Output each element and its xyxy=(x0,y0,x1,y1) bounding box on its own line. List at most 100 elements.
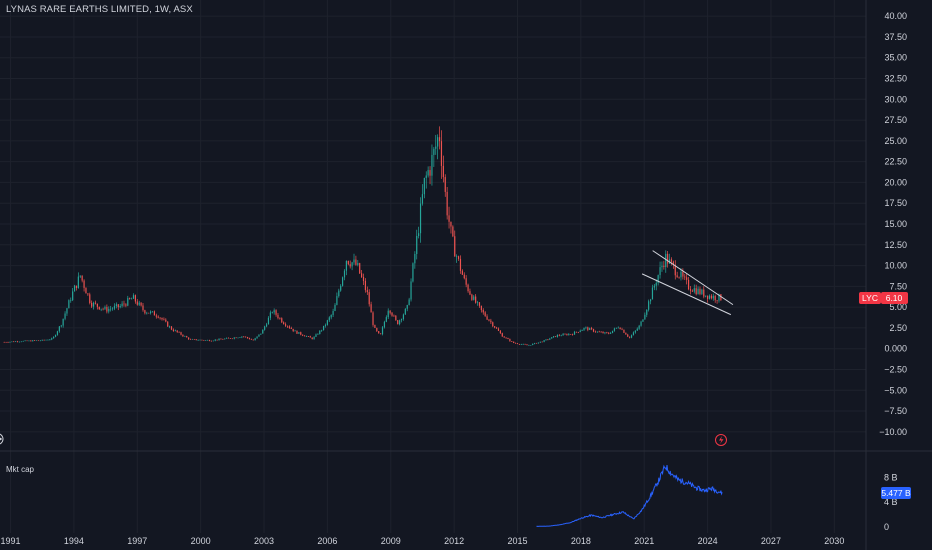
candle-body xyxy=(553,336,555,338)
candle-body xyxy=(456,256,458,257)
candle-body xyxy=(290,327,292,329)
candle-body xyxy=(343,270,346,278)
candle-body xyxy=(547,339,549,341)
candle-body xyxy=(34,340,36,341)
candle-body xyxy=(258,334,260,337)
candle-body xyxy=(648,301,650,310)
candle-body xyxy=(591,328,593,330)
candle-body xyxy=(573,331,576,335)
candle-body xyxy=(106,307,108,312)
candle-body xyxy=(440,141,443,166)
candle-body xyxy=(505,337,507,339)
candle-body xyxy=(51,338,53,340)
candle-body xyxy=(454,236,456,257)
candle-body xyxy=(18,341,21,343)
candle-body xyxy=(361,273,363,277)
price-series-candles xyxy=(3,126,722,346)
candle-body xyxy=(222,339,224,340)
candle-body xyxy=(267,317,270,325)
candle-body xyxy=(503,336,505,338)
candle-body xyxy=(362,276,365,281)
candle-body xyxy=(142,305,144,311)
candle-body xyxy=(691,290,693,292)
time-tick-label: 1991 xyxy=(1,536,21,546)
candle-body xyxy=(5,342,7,343)
candle-body xyxy=(416,235,418,255)
candle-body xyxy=(385,317,387,322)
candle-body xyxy=(435,146,437,149)
mktcap-series xyxy=(536,464,723,527)
candle-body xyxy=(543,340,545,342)
candle-body xyxy=(674,264,676,276)
candle-body xyxy=(583,327,585,330)
candle-body xyxy=(374,324,376,328)
price-tick-label: 0.000 xyxy=(884,344,907,354)
candle-body xyxy=(262,329,264,334)
candle-body xyxy=(501,333,503,337)
candle-body xyxy=(594,331,597,333)
candle-body xyxy=(617,327,619,329)
candle-body xyxy=(425,175,427,178)
candle-body xyxy=(577,331,579,333)
candle-body xyxy=(294,330,296,332)
price-tick-label: 25.00 xyxy=(884,136,907,146)
candle-body xyxy=(535,343,538,344)
trendline[interactable] xyxy=(652,250,734,306)
candle-body xyxy=(20,341,22,343)
candle-body xyxy=(37,340,40,342)
candle-body xyxy=(556,334,559,337)
candle-body xyxy=(311,337,313,340)
candle-body xyxy=(60,325,62,327)
time-tick-label: 1997 xyxy=(127,536,147,546)
lightning-icon[interactable] xyxy=(715,434,727,446)
candle-body xyxy=(73,285,76,292)
candle-body xyxy=(216,339,218,341)
candle-body xyxy=(714,295,716,301)
candle-body xyxy=(475,296,477,303)
candle-body xyxy=(218,338,220,341)
candle-body xyxy=(457,256,460,259)
trendline[interactable] xyxy=(641,273,732,316)
candle-body xyxy=(357,263,359,265)
price-tick-label: 35.00 xyxy=(884,53,907,63)
candle-body xyxy=(433,148,435,155)
candle-body xyxy=(136,301,138,305)
candle-body xyxy=(138,302,140,305)
candle-body xyxy=(448,215,450,222)
candle-body xyxy=(511,341,513,342)
candle-body xyxy=(359,263,361,274)
candle-body xyxy=(655,282,657,286)
candle-body xyxy=(210,340,213,342)
candle-body xyxy=(402,314,405,320)
candle-body xyxy=(687,279,690,290)
candle-body xyxy=(682,271,684,277)
time-tick-label: 1994 xyxy=(64,536,84,546)
candle-body xyxy=(596,331,598,333)
candle-body xyxy=(526,344,528,346)
chart-logo-icon[interactable] xyxy=(0,433,4,445)
candle-body xyxy=(130,298,133,300)
candle-body xyxy=(72,291,74,301)
candle-body xyxy=(611,330,614,333)
candle-body xyxy=(718,294,720,301)
candle-body xyxy=(163,319,165,320)
candle-body xyxy=(296,330,298,334)
candle-body xyxy=(104,307,106,309)
candle-body xyxy=(279,318,281,319)
candle-body xyxy=(189,339,192,340)
candle-body xyxy=(572,334,574,335)
candle-body xyxy=(509,339,511,342)
candle-body xyxy=(241,336,243,338)
candle-body xyxy=(123,303,125,305)
candle-body xyxy=(212,340,214,342)
candle-body xyxy=(564,333,566,335)
candle-body xyxy=(345,260,347,271)
candle-body xyxy=(410,281,412,300)
candle-body xyxy=(518,343,520,345)
candle-body xyxy=(421,194,424,204)
candle-body xyxy=(634,330,636,333)
candle-body xyxy=(672,261,674,265)
candle-body xyxy=(94,302,97,304)
candle-body xyxy=(566,334,568,336)
